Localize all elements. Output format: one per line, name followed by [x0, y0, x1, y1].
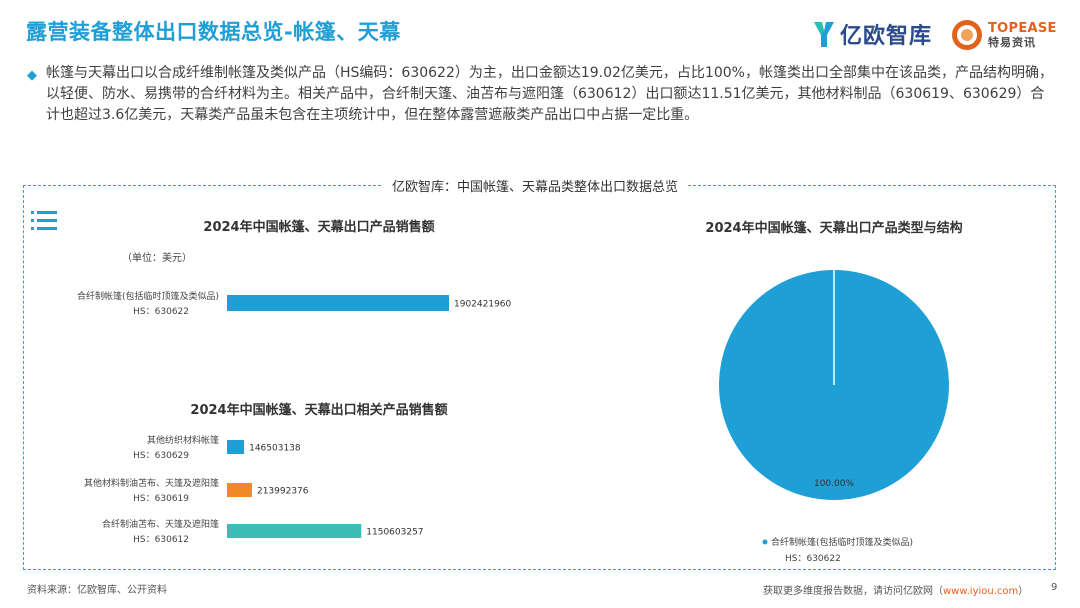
topease-logo-icon [952, 20, 982, 50]
bar-chart-2-value-label-0: 146503138 [249, 444, 301, 454]
page-title: 露营装备整体出口数据总览-帐篷、天幕 [26, 20, 401, 44]
bar-chart-1-value-label-0: 1902421960 [454, 300, 512, 310]
bar-chart-1-title: 2024年中国帐篷、天幕出口产品销售额 [203, 219, 434, 235]
bar-chart-2-category-label-0: 其他纺织材料帐篷 [147, 434, 219, 446]
summary-text: 帐篷与天幕出口以合成纤维制帐篷及类似产品（HS编码：630622）为主，出口金额… [46, 65, 1053, 123]
pie-slice-label-0: 100.00% [814, 479, 854, 489]
bar-chart-1-unit-label: （单位：美元） [122, 251, 192, 264]
bar-chart-2-category-label-2: 合纤制油苫布、天篷及遮阳篷 [102, 518, 219, 530]
bar-chart-2-category-code-1: HS：630619 [133, 494, 189, 504]
bar-chart-1-bar-0 [227, 295, 449, 311]
list-icon[interactable] [31, 210, 57, 232]
topease-logo-en: TOPEASE [988, 21, 1057, 36]
footer-more-text: 获取更多维度报告数据，请访问亿欧网（ [763, 586, 943, 597]
bar-chart-2-bar-0 [227, 440, 245, 454]
bar-chart-1-category-code-0: HS：630622 [133, 307, 189, 317]
bar-chart-2-value-label-2: 1150603257 [366, 528, 423, 538]
panel-title: 亿欧智库：中国帐篷、天幕品类整体出口数据总览 [382, 176, 689, 195]
footer-more-info: 获取更多维度报告数据，请访问亿欧网（www.iyiou.com） [763, 582, 1028, 597]
bar-chart-2-category-label-1: 其他材料制油苫布、天篷及遮阳篷 [84, 477, 219, 489]
page-number: 9 [1051, 582, 1058, 593]
yiou-logo-icon [814, 22, 834, 47]
pie-legend-marker-0 [762, 539, 768, 545]
source-note: 资料来源：亿欧智库、公开资料 [27, 585, 167, 596]
bar-chart-1-category-label-0: 合纤制帐篷(包括临时顶篷及类似品) [77, 290, 219, 302]
bar-chart-2-bar-2 [227, 524, 362, 538]
bar-chart-2-category-code-2: HS：630612 [133, 535, 189, 545]
pie-chart-title: 2024年中国帐篷、天幕出口产品类型与结构 [705, 220, 962, 236]
bar-chart-2-value-label-1: 213992376 [257, 487, 309, 497]
yiou-logo-text: 亿欧智库 [840, 24, 933, 49]
footer-link[interactable]: www.iyiou.com [943, 586, 1019, 597]
topease-logo-cn: 特易资讯 [988, 36, 1036, 49]
yiou-logo: 亿欧智库 [812, 18, 932, 50]
bar-chart-2-title: 2024年中国帐篷、天幕出口相关产品销售额 [190, 402, 447, 418]
bar-chart-2-bar-1 [227, 483, 252, 497]
pie-legend-label-0: 合纤制帐篷(包括临时顶篷及类似品) [771, 536, 913, 548]
topease-logo: TOPEASE 特易资讯 [950, 18, 1057, 52]
footer-more-close: ） [1018, 586, 1029, 597]
diamond-bullet-icon: ◆ [27, 68, 37, 83]
pie-legend-code-0: HS：630622 [785, 554, 841, 564]
bar-chart-2-category-code-0: HS：630629 [133, 451, 189, 461]
